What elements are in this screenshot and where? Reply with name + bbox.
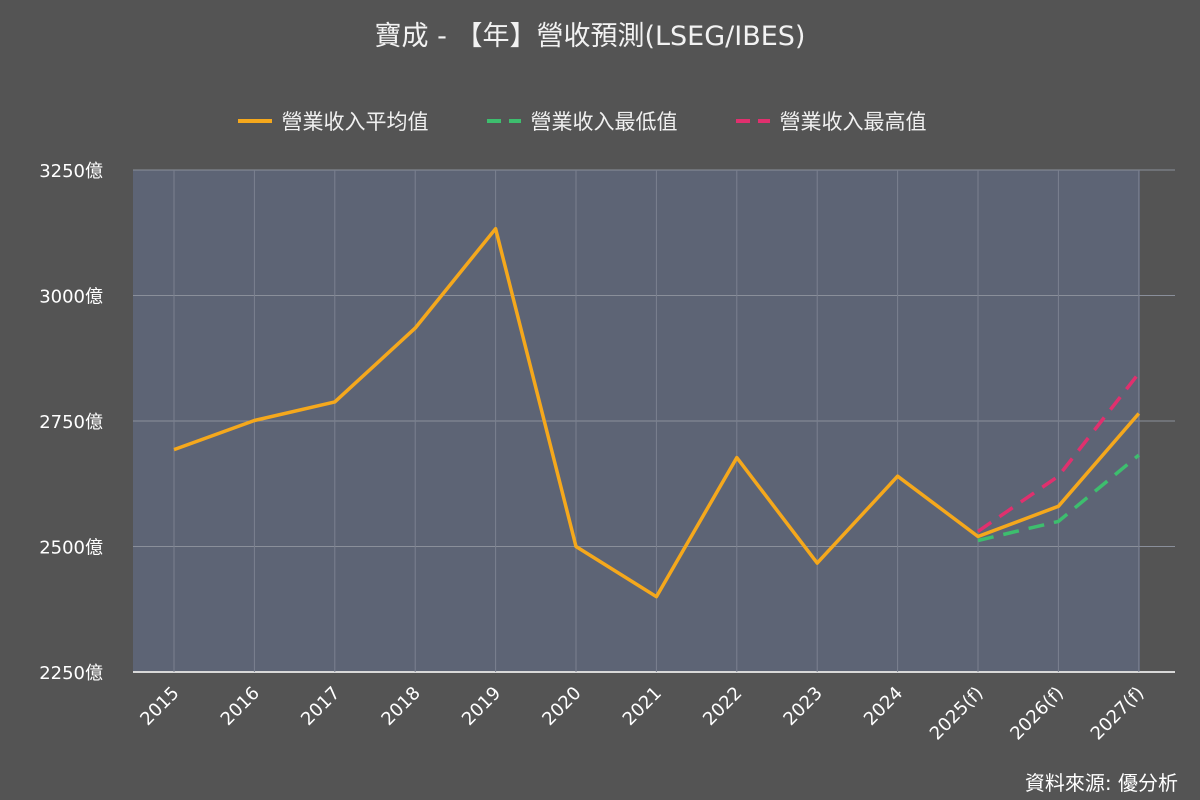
chart-title: 寶成 - 【年】營收預測(LSEG/IBES)	[374, 21, 806, 52]
y-tick-label: 3000億	[39, 287, 103, 308]
y-tick-label: 2500億	[39, 538, 103, 559]
x-tick-label: 2020	[538, 683, 585, 730]
x-tick-label: 2018	[377, 683, 424, 730]
x-tick-label: 2016	[217, 683, 264, 730]
legend-label-average: 營業收入平均值	[281, 110, 429, 134]
legend-item-minimum[interactable]: 營業收入最低值	[486, 106, 678, 136]
legend-label-maximum: 營業收入最高值	[779, 110, 927, 134]
legend-swatch-maximum	[735, 119, 770, 123]
y-tick-label: 2250億	[39, 663, 103, 684]
x-tick-label: 2021	[619, 683, 666, 730]
series-line	[977, 453, 1140, 543]
series-line	[977, 372, 1141, 533]
legend-swatch-average	[237, 119, 272, 123]
x-tick-label: 2017	[297, 683, 344, 730]
x-tick-label: 2026(f)	[1006, 683, 1068, 745]
y-tick-label: 2750億	[39, 412, 103, 433]
x-tick-label: 2022	[699, 683, 746, 730]
x-tick-label: 2024	[860, 683, 907, 730]
legend-item-maximum[interactable]: 營業收入最高值	[735, 106, 927, 136]
source-label: 資料來源: 優分析	[1024, 771, 1178, 795]
x-tick-label: 2023	[779, 683, 826, 730]
legend-item-average[interactable]: 營業收入平均值	[237, 106, 429, 136]
chart-legend: 營業收入平均值 營業收入最低值 營業收入最高值	[0, 104, 1182, 138]
series-line	[173, 226, 1141, 599]
series-lines	[173, 226, 1141, 599]
x-tick-label: 2019	[458, 683, 505, 730]
x-tick-label: 2027(f)	[1087, 683, 1149, 745]
x-tick-label: 2015	[136, 683, 183, 730]
x-tick-label: 2025(f)	[926, 683, 988, 745]
legend-swatch-minimum	[486, 119, 521, 123]
gridlines	[133, 169, 1175, 673]
y-tick-label: 3250億	[39, 161, 103, 182]
legend-label-minimum: 營業收入最低值	[530, 110, 678, 134]
